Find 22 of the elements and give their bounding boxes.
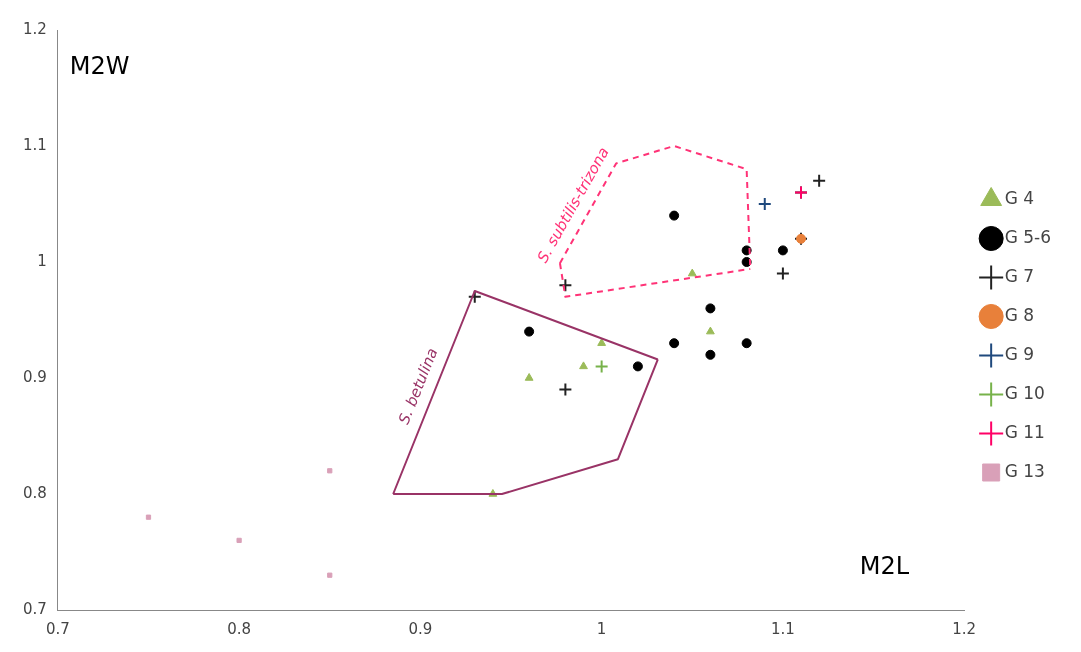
x-tick-label: 1.1 bbox=[770, 619, 795, 638]
x-tick-label: 0.8 bbox=[227, 619, 252, 638]
x-axis-title: M2L bbox=[859, 552, 910, 581]
legend-label: G 5-6 bbox=[1004, 226, 1051, 247]
legend-label: G 11 bbox=[1004, 421, 1045, 442]
x-tick-label: 0.7 bbox=[45, 619, 70, 638]
y-tick-label: 1 bbox=[37, 251, 47, 270]
y-tick-label: 0.7 bbox=[23, 599, 47, 618]
y-tick-label: 0.9 bbox=[23, 367, 47, 386]
legend-label: G 4 bbox=[1004, 187, 1035, 208]
legend-label: G 10 bbox=[1004, 382, 1045, 403]
y-tick-label: 0.8 bbox=[23, 483, 47, 502]
x-tick-label: 1 bbox=[596, 619, 607, 638]
legend-label: G 7 bbox=[1004, 265, 1035, 286]
legend-label: G 13 bbox=[1004, 460, 1045, 481]
y-tick-label: 1.2 bbox=[23, 19, 47, 38]
y-tick-label: 1.1 bbox=[23, 135, 47, 154]
legend-label: G 8 bbox=[1004, 304, 1035, 325]
legend-label: G 9 bbox=[1004, 343, 1035, 364]
x-tick-label: 0.9 bbox=[408, 619, 433, 638]
x-tick-label: 1.2 bbox=[952, 619, 977, 638]
y-axis-title: M2W bbox=[69, 52, 130, 81]
